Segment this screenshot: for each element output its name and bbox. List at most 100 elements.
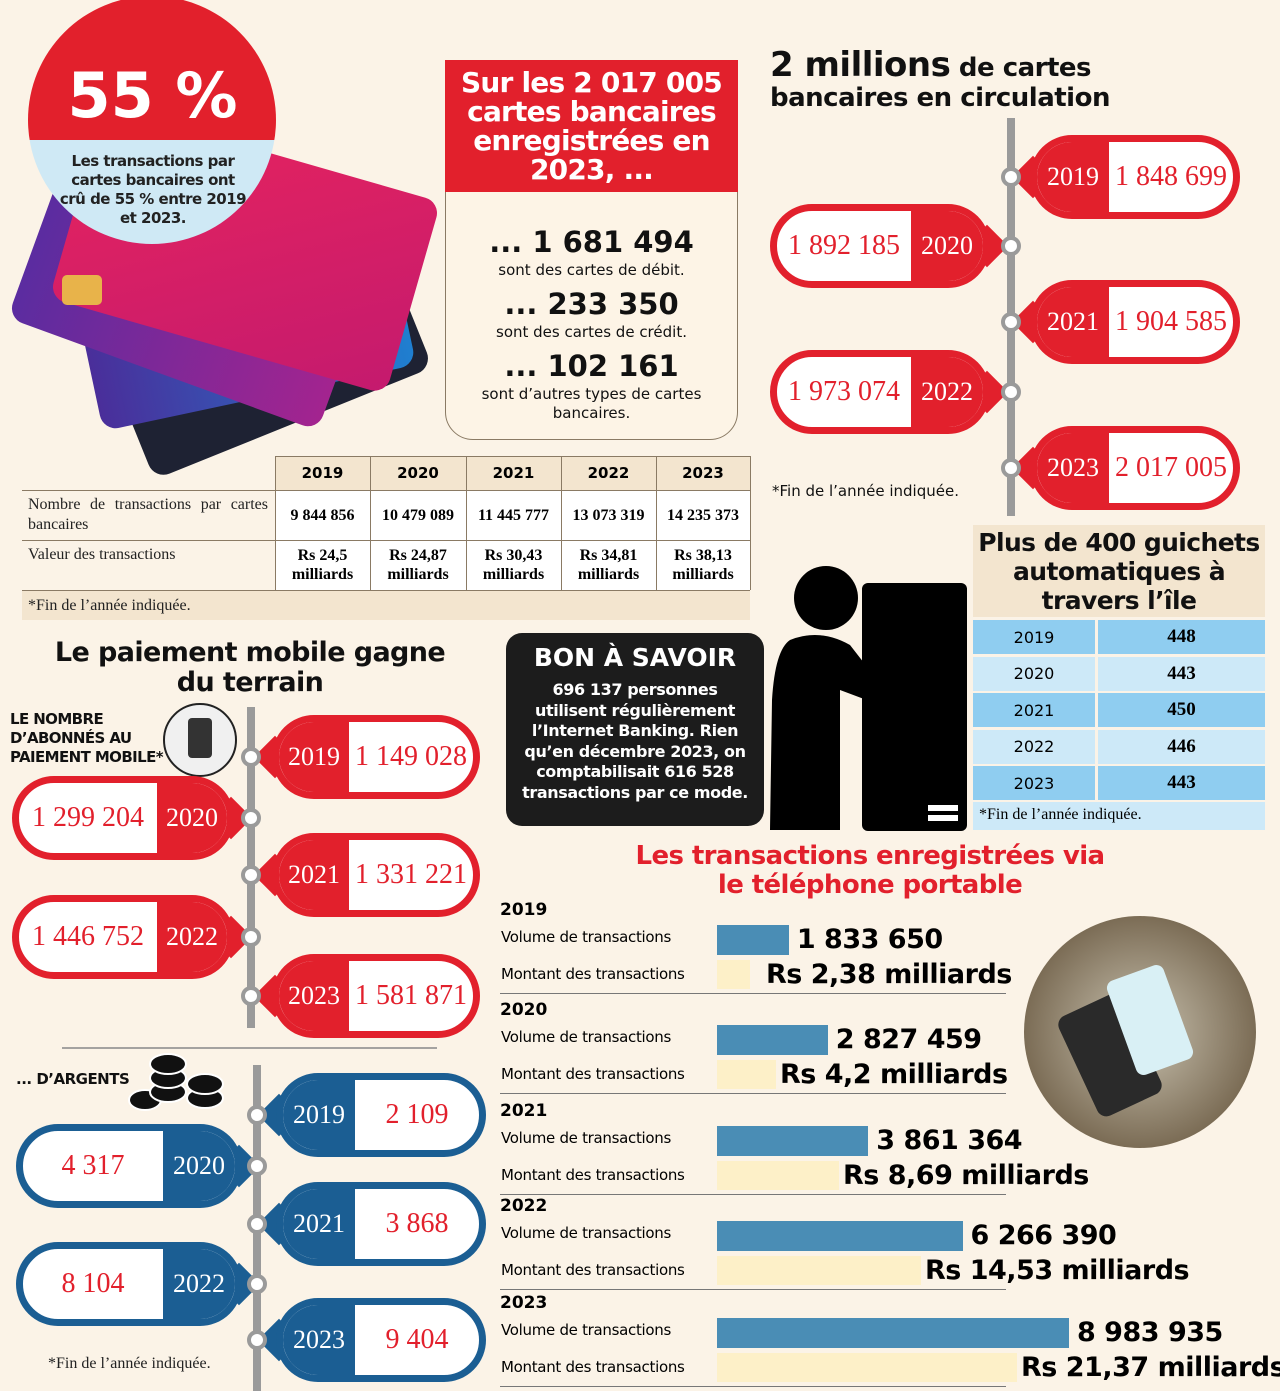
pill: 2022 1 973 074 [770, 350, 990, 434]
circulation-title-bold: 2 millions [770, 45, 951, 85]
amount-value: Rs 8,69 milliards [842, 1160, 1089, 1191]
table-cell: Rs 30,43 milliards [482, 547, 545, 583]
table-rule [275, 456, 750, 457]
timeline-dot [1001, 458, 1021, 478]
transactions-year: 2021 [500, 1101, 548, 1121]
volume-label: Volume de transactions [501, 928, 672, 946]
table-cell: 14 235 373 [667, 506, 739, 524]
atm-year: 2019 [973, 620, 1095, 654]
pill-value: 1 149 028 [355, 741, 467, 772]
table-row-label: Nombre de transactions par cartes bancai… [28, 496, 268, 533]
pill-value: 8 104 [61, 1268, 125, 1299]
payment-photo [1106, 965, 1194, 1075]
atm-note: *Fin de l’année indiquée. [973, 802, 1265, 830]
table-note: *Fin de l’année indiquée. [28, 597, 191, 614]
atm-year: 2020 [973, 656, 1095, 691]
cards-heading: Sur les 2 017 005 cartes bancaires enreg… [445, 60, 738, 192]
atm-illustration [770, 566, 967, 831]
pill: 2020 4 317 [16, 1124, 242, 1208]
amount-bar [717, 960, 751, 989]
pill-value: 1 581 871 [355, 980, 467, 1011]
pill-value: 1 973 074 [788, 376, 900, 407]
cards-number: ... 1 681 494 [489, 225, 694, 259]
amount-bar [717, 1256, 921, 1285]
subscribers-label: LE NOMBRE D’ABONNÉS AU PAIEMENT MOBILE* [10, 710, 164, 766]
table-rule [656, 456, 657, 590]
amount-label: Montant des transactions [501, 965, 685, 983]
pill: 2023 9 404 [276, 1298, 486, 1382]
volume-bar [717, 1025, 828, 1055]
pill-year: 2019 [279, 722, 349, 792]
atm-value: 443 [1098, 656, 1265, 691]
atm-year: 2021 [973, 693, 1095, 727]
timeline-dot [247, 1214, 267, 1234]
table-rule [750, 456, 751, 590]
hero-percent: 55 % [67, 58, 238, 132]
transactions-year: 2019 [500, 900, 548, 920]
table-column-header: 2020 [397, 464, 439, 482]
pill-year: 2022 [911, 357, 983, 427]
pill: 2022 8 104 [16, 1242, 242, 1326]
timeline-dot [247, 1330, 267, 1350]
timeline-dot [241, 865, 261, 885]
transactions-year: 2023 [500, 1293, 548, 1313]
section-rule [500, 1386, 1006, 1387]
timeline-dot [247, 1156, 267, 1176]
timeline-dot [241, 986, 261, 1006]
pill: 2021 3 868 [276, 1182, 486, 1266]
table-column-header: 2023 [682, 464, 724, 482]
volume-label: Volume de transactions [501, 1028, 672, 1046]
pill-value: 1 848 699 [1115, 161, 1227, 192]
table-rule [22, 590, 750, 591]
timeline-dot [1001, 236, 1021, 256]
amount-bar [717, 1161, 839, 1190]
volume-bar [717, 1126, 869, 1156]
volume-bar [717, 925, 789, 955]
pill: 2023 1 581 871 [272, 954, 480, 1038]
good-to-know-box [506, 633, 764, 826]
table-cell: Rs 38,13 milliards [672, 547, 734, 583]
atm-year: 2023 [973, 766, 1095, 800]
table-cell: Rs 34,81 milliards [577, 547, 640, 583]
volume-value: 1 833 650 [796, 924, 943, 955]
pill-value: 1 892 185 [788, 230, 900, 261]
pill-year: 2020 [911, 211, 983, 281]
pill-year: 2020 [157, 783, 227, 853]
atm-year: 2022 [973, 729, 1095, 764]
pill-value: 3 868 [385, 1208, 449, 1239]
atm-value: 446 [1098, 729, 1265, 764]
amount-value: Rs 4,2 milliards [779, 1059, 1008, 1090]
pill-year: 2023 [279, 961, 349, 1031]
section-rule [500, 993, 1006, 994]
amount-value: Rs 21,37 milliards [1021, 1352, 1280, 1383]
table-rule [466, 456, 467, 590]
pill-year: 2022 [163, 1249, 235, 1319]
table-header-bg [275, 456, 750, 490]
circulation-title-rest: de cartes bancaires en circulation [770, 53, 1110, 113]
pill: 2020 1 892 185 [770, 204, 990, 288]
table-rule [275, 456, 276, 590]
volume-label: Volume de transactions [501, 1224, 672, 1242]
circulation-title: 2 millions de cartes bancaires en circul… [770, 48, 1150, 113]
table-column-header: 2022 [587, 464, 630, 482]
amount-label: Montant des transactions [501, 1358, 685, 1376]
coins-icon [128, 1053, 224, 1111]
pill-year: 2021 [1037, 287, 1109, 357]
table-cell: 9 844 856 [290, 506, 355, 524]
money-label: ... D’ARGENTS [16, 1070, 130, 1088]
pill-value: 9 404 [385, 1324, 449, 1355]
atm-value: 450 [1098, 693, 1265, 727]
timeline-dot [1001, 382, 1021, 402]
amount-label: Montant des transactions [501, 1065, 685, 1083]
volume-value: 3 861 364 [876, 1125, 1023, 1156]
volume-bar [717, 1318, 1069, 1348]
hero-text: Les transactions par cartes bancaires on… [59, 152, 247, 227]
pill-year: 2020 [163, 1131, 235, 1201]
pill: 2019 2 109 [276, 1073, 486, 1157]
timeline-dot [1001, 312, 1021, 332]
volume-value: 8 983 935 [1077, 1317, 1223, 1348]
pill-value: 1 446 752 [32, 921, 144, 952]
section-rule [500, 1289, 1006, 1290]
cards-text: sont des cartes de débit. [498, 261, 685, 279]
